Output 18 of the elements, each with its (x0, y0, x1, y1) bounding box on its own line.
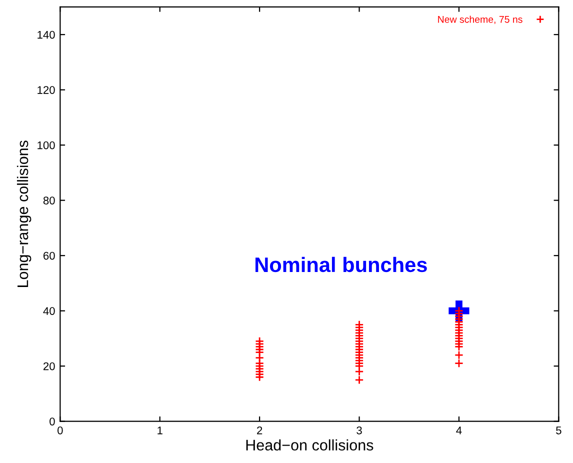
x-tick-label: 5 (556, 426, 562, 434)
x-tick-label: 0 (58, 426, 63, 434)
y-tick-label: 120 (38, 86, 55, 94)
x-tick-label: 1 (158, 426, 162, 434)
y-tick-label: 0 (50, 418, 55, 426)
y-tick-label: 20 (44, 362, 55, 370)
y-tick-label: 60 (44, 252, 55, 260)
y-tick-label: 40 (43, 307, 55, 315)
x-axis-title: Head−on collisions (246, 439, 374, 451)
x-tick-label: 2 (257, 426, 262, 434)
y-axis-title: Long−range collisions (16, 140, 32, 287)
x-tick-label: 3 (356, 426, 362, 434)
legend-label: New scheme, 75 ns (438, 16, 522, 24)
x-tick-label: 4 (456, 426, 462, 434)
y-tick-label: 140 (38, 30, 55, 39)
annotation: Nominal bunches (256, 256, 427, 272)
y-tick-label: 100 (38, 141, 55, 150)
y-tick-label: 80 (43, 196, 55, 204)
